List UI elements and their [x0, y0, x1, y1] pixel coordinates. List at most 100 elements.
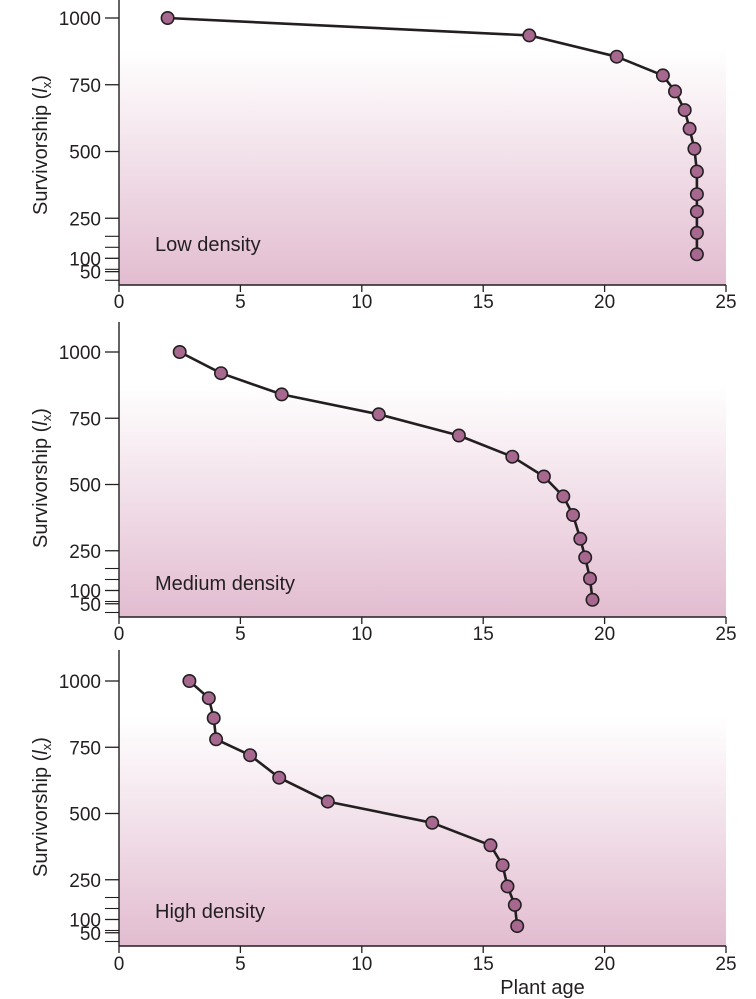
x-tick-label: 0: [114, 624, 125, 645]
panel-annotation: High density: [155, 901, 265, 923]
data-point: [172, 344, 187, 359]
y-tick-label: 250: [69, 209, 101, 230]
data-point: [689, 225, 704, 240]
y-tick-label: 750: [69, 76, 101, 97]
data-point: [689, 164, 704, 179]
y-axis-title: Survivorship (lx): [30, 737, 54, 877]
x-tick-label: 20: [594, 624, 615, 645]
y-tick-label: 100: [69, 249, 101, 270]
data-point: [687, 141, 702, 156]
data-point: [495, 858, 510, 873]
x-tick-label: 25: [715, 292, 736, 313]
data-point: [182, 673, 197, 688]
y-tick-label: 1000: [59, 672, 101, 693]
y-tick-label: 100: [69, 582, 101, 603]
y-axis-title-text: Survivorship (: [30, 425, 52, 548]
y-axis-title: Survivorship (lx): [30, 408, 54, 548]
data-point: [655, 68, 670, 83]
x-tick-label: 5: [235, 292, 246, 313]
x-tick-label: 10: [351, 292, 372, 313]
data-point: [209, 732, 224, 747]
data-point: [160, 11, 175, 25]
x-tick-label: 25: [715, 954, 736, 975]
y-tick-label: 750: [69, 409, 101, 430]
data-point: [689, 204, 704, 219]
panel-annotation: Medium density: [155, 573, 295, 595]
data-point: [201, 691, 216, 706]
y-axis-title-close: ): [30, 75, 52, 82]
y-tick-label: 500: [69, 476, 101, 497]
y-tick-label: 750: [69, 738, 101, 759]
data-point: [214, 366, 229, 381]
data-point: [667, 84, 682, 99]
plot-background: [119, 50, 726, 285]
data-point: [371, 407, 386, 422]
data-point: [425, 815, 440, 830]
y-axis-title-text: Survivorship (: [30, 92, 52, 215]
y-tick-label: 50: [80, 595, 101, 616]
x-tick-label: 10: [351, 954, 372, 975]
x-tick-label: 20: [594, 292, 615, 313]
data-point: [689, 247, 704, 262]
data-point: [536, 469, 551, 484]
data-point: [320, 794, 335, 809]
data-point: [677, 103, 692, 118]
y-axis-title-symbol: l: [30, 421, 52, 426]
data-point: [206, 711, 221, 726]
plot-background: [119, 718, 726, 946]
data-point: [272, 770, 287, 785]
data-point: [682, 121, 697, 136]
data-point: [578, 550, 593, 565]
y-axis-title-text: Survivorship (: [30, 754, 52, 877]
y-tick-label: 500: [69, 143, 101, 164]
data-point: [522, 28, 537, 43]
y-axis-title-close: ): [30, 408, 52, 415]
x-tick-label: 5: [235, 624, 246, 645]
x-tick-label: 5: [235, 954, 246, 975]
y-axis-title-subscript: x: [39, 743, 54, 750]
y-tick-label: 500: [69, 805, 101, 826]
x-tick-label: 0: [114, 292, 125, 313]
data-point: [274, 387, 289, 402]
x-tick-label: 15: [473, 624, 494, 645]
x-tick-label: 15: [473, 292, 494, 313]
x-tick-label: 0: [114, 954, 125, 975]
data-point: [243, 748, 258, 763]
y-axis-title-subscript: x: [39, 414, 54, 421]
data-point: [609, 49, 624, 64]
y-tick-label: 250: [69, 871, 101, 892]
y-tick-label: 50: [80, 924, 101, 945]
data-point: [451, 428, 466, 443]
plot-background: [119, 385, 726, 617]
y-tick-label: 100: [69, 911, 101, 932]
y-axis-title-symbol: l: [30, 750, 52, 755]
data-point: [510, 919, 525, 934]
y-axis-title: Survivorship (lx): [30, 75, 54, 215]
y-tick-label: 250: [69, 542, 101, 563]
data-point: [689, 187, 704, 202]
y-tick-label: 1000: [59, 9, 101, 30]
x-tick-label: 25: [715, 624, 736, 645]
y-axis-title-subscript: x: [39, 81, 54, 88]
x-axis-title: Plant age: [500, 977, 585, 999]
y-tick-label: 1000: [59, 343, 101, 364]
data-point: [483, 838, 498, 853]
y-tick-label: 50: [80, 263, 101, 284]
data-point: [582, 571, 597, 586]
y-axis-title-close: ): [30, 737, 52, 744]
x-tick-label: 10: [351, 624, 372, 645]
x-tick-label: 15: [473, 954, 494, 975]
data-point: [505, 449, 520, 464]
data-point: [585, 592, 600, 607]
x-tick-label: 20: [594, 954, 615, 975]
data-point: [565, 507, 580, 522]
data-point: [500, 879, 515, 894]
panel-annotation: Low density: [155, 234, 261, 256]
data-point: [573, 531, 588, 546]
y-axis-title-symbol: l: [30, 88, 52, 93]
data-point: [556, 489, 571, 504]
